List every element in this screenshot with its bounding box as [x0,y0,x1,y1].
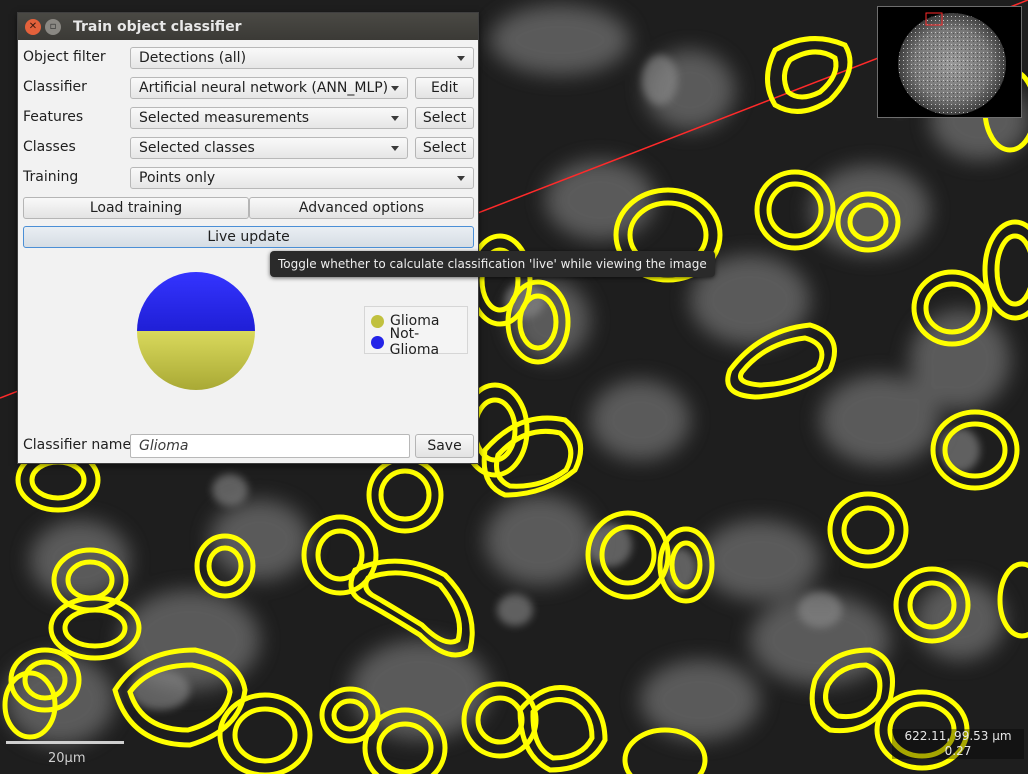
object-filter-label: Object filter [23,49,106,65]
overview-image [898,12,1006,115]
features-combo[interactable]: Selected measurements [130,107,408,129]
live-update-tooltip: Toggle whether to calculate classificati… [270,251,715,277]
pie-slice-glioma [137,331,255,390]
close-window-button[interactable]: ✕ [25,18,41,35]
class-pie-chart [137,272,255,390]
features-value: Selected measurements [139,110,310,126]
legend-item-glioma: Glioma [371,312,439,330]
train-object-classifier-dialog: ✕ ▫ Train object classifier Object filte… [17,12,479,464]
close-icon: ✕ [28,20,38,32]
classifier-label: Classifier [23,79,87,95]
object-filter-combo[interactable]: Detections (all) [130,47,474,69]
advanced-options-button[interactable]: Advanced options [249,197,474,219]
legend-swatch-not-glioma [371,335,384,349]
training-combo[interactable]: Points only [130,167,474,189]
select-features-button[interactable]: Select [415,107,474,129]
classifier-combo[interactable]: Artificial neural network (ANN_MLP) [130,77,408,99]
dialog-titlebar[interactable]: ✕ ▫ Train object classifier [18,13,478,40]
scalebar-label: 20µm [48,751,86,766]
cursor-position: 622.11, 99.53 µm [904,729,1012,743]
pie-legend: Glioma Not-Glioma [364,306,468,358]
classifier-name-input[interactable]: Glioma [130,434,410,458]
legend-label-glioma: Glioma [390,313,440,329]
save-button[interactable]: Save [415,434,474,458]
pie-slice-not-glioma [137,272,255,331]
minimize-icon: ▫ [49,20,57,32]
overview-viewport-rect [925,12,943,26]
edit-classifier-button[interactable]: Edit [415,77,474,99]
scalebar [6,741,124,744]
chevron-down-icon [391,146,399,151]
select-classes-button[interactable]: Select [415,137,474,159]
chevron-down-icon [457,56,465,61]
cursor-coordinates: 622.11, 99.53 µm 0.27 [892,729,1024,759]
chevron-down-icon [457,176,465,181]
classes-value: Selected classes [139,140,255,156]
object-filter-value: Detections (all) [139,50,247,66]
classes-combo[interactable]: Selected classes [130,137,408,159]
cell-outlines[interactable] [2,36,1028,774]
training-label: Training [23,169,79,185]
features-label: Features [23,109,84,125]
chevron-down-icon [391,86,399,91]
minimize-window-button[interactable]: ▫ [45,18,61,35]
legend-label-not-glioma: Not-Glioma [389,326,440,358]
dialog-title: Train object classifier [73,18,242,35]
live-update-button[interactable]: Live update [23,226,474,248]
overview-thumbnail[interactable] [877,6,1022,118]
chevron-down-icon [391,116,399,121]
legend-item-not-glioma: Not-Glioma [371,326,467,358]
legend-swatch-glioma [371,314,384,328]
classifier-name-label: Classifier name [23,437,132,453]
training-value: Points only [139,170,216,186]
cursor-pixel-value: 0.27 [944,744,972,758]
classifier-value: Artificial neural network (ANN_MLP) [139,80,389,96]
load-training-button[interactable]: Load training [23,197,249,219]
classes-label: Classes [23,139,76,155]
